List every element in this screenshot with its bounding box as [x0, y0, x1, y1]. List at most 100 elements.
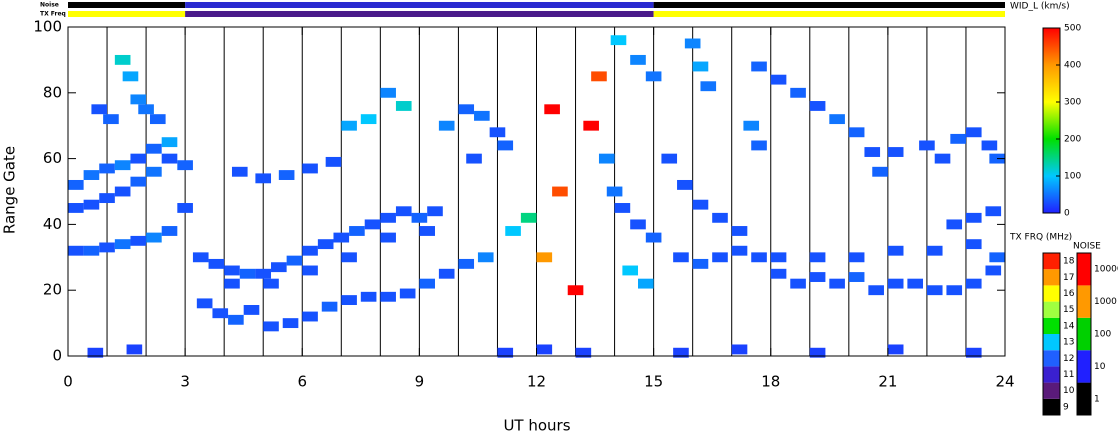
colorbar-tick-label: 12 [1063, 354, 1074, 364]
echo-cell [68, 245, 84, 256]
bar-segment [68, 2, 186, 8]
echo-cell [887, 278, 904, 289]
echo-cell [87, 347, 104, 358]
echo-cell [114, 160, 131, 171]
colorbar-tick-label: 400 [1064, 61, 1081, 71]
echo-cell [497, 140, 514, 151]
echo-cell [567, 285, 584, 296]
echo-cell [411, 212, 428, 223]
echo-cell [731, 344, 748, 355]
echo-cell [661, 153, 678, 164]
echo-cell [520, 212, 537, 223]
echo-cell [751, 252, 767, 263]
colorbar-tick-label: 13 [1063, 338, 1074, 348]
echo-cell [302, 265, 318, 276]
echo-cell [645, 232, 662, 243]
echo-cell [965, 212, 982, 223]
echo-cell [684, 38, 701, 49]
echo-cell [731, 245, 748, 256]
echo-cell [673, 252, 689, 263]
colorbar-cell [1043, 253, 1060, 270]
colorbar-tick-label: 14 [1063, 321, 1075, 331]
echo-cell [438, 120, 455, 131]
colorbar-cell [1077, 317, 1091, 351]
echo-cell [317, 239, 334, 250]
echo-cell [712, 252, 728, 263]
echo-cell [598, 153, 615, 164]
echo-cell [907, 278, 924, 289]
echo-cell [848, 252, 865, 263]
echo-cell [981, 140, 998, 151]
x-tick-label: 12 [527, 373, 546, 391]
colorbar-tick-label: 300 [1064, 98, 1081, 108]
echo-cell [583, 120, 599, 131]
echo-cell [364, 219, 381, 230]
echo-cell [946, 219, 963, 230]
colorbar-tick-label: 16 [1063, 289, 1075, 299]
colorbar-tick-label: 10 [1094, 362, 1106, 372]
colorbar-tick-label: 10 [1063, 386, 1075, 396]
echo-cell [926, 285, 943, 296]
echo-cell [278, 170, 295, 180]
echo-cell [161, 137, 178, 148]
echo-cell [790, 87, 806, 98]
echo-cell [302, 311, 318, 322]
y-tick-label: 100 [33, 18, 62, 36]
echo-cell [770, 268, 787, 279]
colorbar-cell [1077, 285, 1091, 318]
echo-cell [255, 173, 272, 184]
colorbar-tick-label: 200 [1064, 135, 1081, 145]
echo-cell [271, 262, 287, 273]
echo-cell [731, 226, 748, 236]
echo-cell [212, 308, 229, 319]
echo-cell [809, 272, 826, 282]
colorbar-frame [1042, 252, 1061, 416]
echo-cell [790, 278, 806, 289]
echo-cell [149, 114, 166, 125]
echo-cell [536, 344, 553, 355]
echo-cell [575, 347, 592, 358]
bar-segment [68, 11, 186, 17]
echo-cell [466, 153, 482, 164]
echo-cell [544, 104, 560, 115]
echo-cell [848, 272, 865, 282]
colorbar-tick-label: 500 [1064, 24, 1081, 34]
echo-cell [91, 104, 108, 115]
echo-cell [743, 120, 760, 131]
echo-cell [489, 127, 506, 138]
echo-cell [868, 285, 884, 296]
echo-cell [122, 71, 139, 82]
echo-cell [770, 74, 787, 85]
echo-cell [427, 206, 443, 217]
bar-segment [653, 2, 1005, 8]
colorbar-cell [1043, 269, 1060, 286]
echo-cell [809, 347, 826, 358]
colorbar-cell [1043, 317, 1060, 334]
echo-cell [692, 258, 709, 269]
echo-cell [505, 226, 521, 236]
echo-cell [99, 242, 115, 253]
echo-cell [458, 104, 475, 115]
echo-cell [399, 288, 416, 299]
colorbar-tick-label: 15 [1063, 305, 1074, 315]
echo-cell [985, 206, 1002, 217]
x-tick-label: 15 [644, 373, 663, 391]
echo-cell [130, 176, 147, 187]
echo-cell [645, 71, 662, 82]
echo-cell [325, 156, 342, 167]
x-tick-label: 6 [297, 373, 307, 391]
echo-cell [130, 94, 147, 105]
colorbar-title: NOISE [1073, 242, 1101, 252]
echo-cell [224, 278, 240, 289]
echo-cell [622, 265, 639, 276]
echo-cell [302, 245, 318, 256]
echo-cell [263, 321, 279, 332]
echo-cell [989, 252, 1005, 263]
echo-cell [395, 206, 412, 217]
colorbar-cell [1043, 334, 1060, 351]
echo-cell [196, 298, 213, 309]
echo-cell [552, 186, 568, 197]
colorbar-tick-label: 10000 [1094, 265, 1118, 275]
